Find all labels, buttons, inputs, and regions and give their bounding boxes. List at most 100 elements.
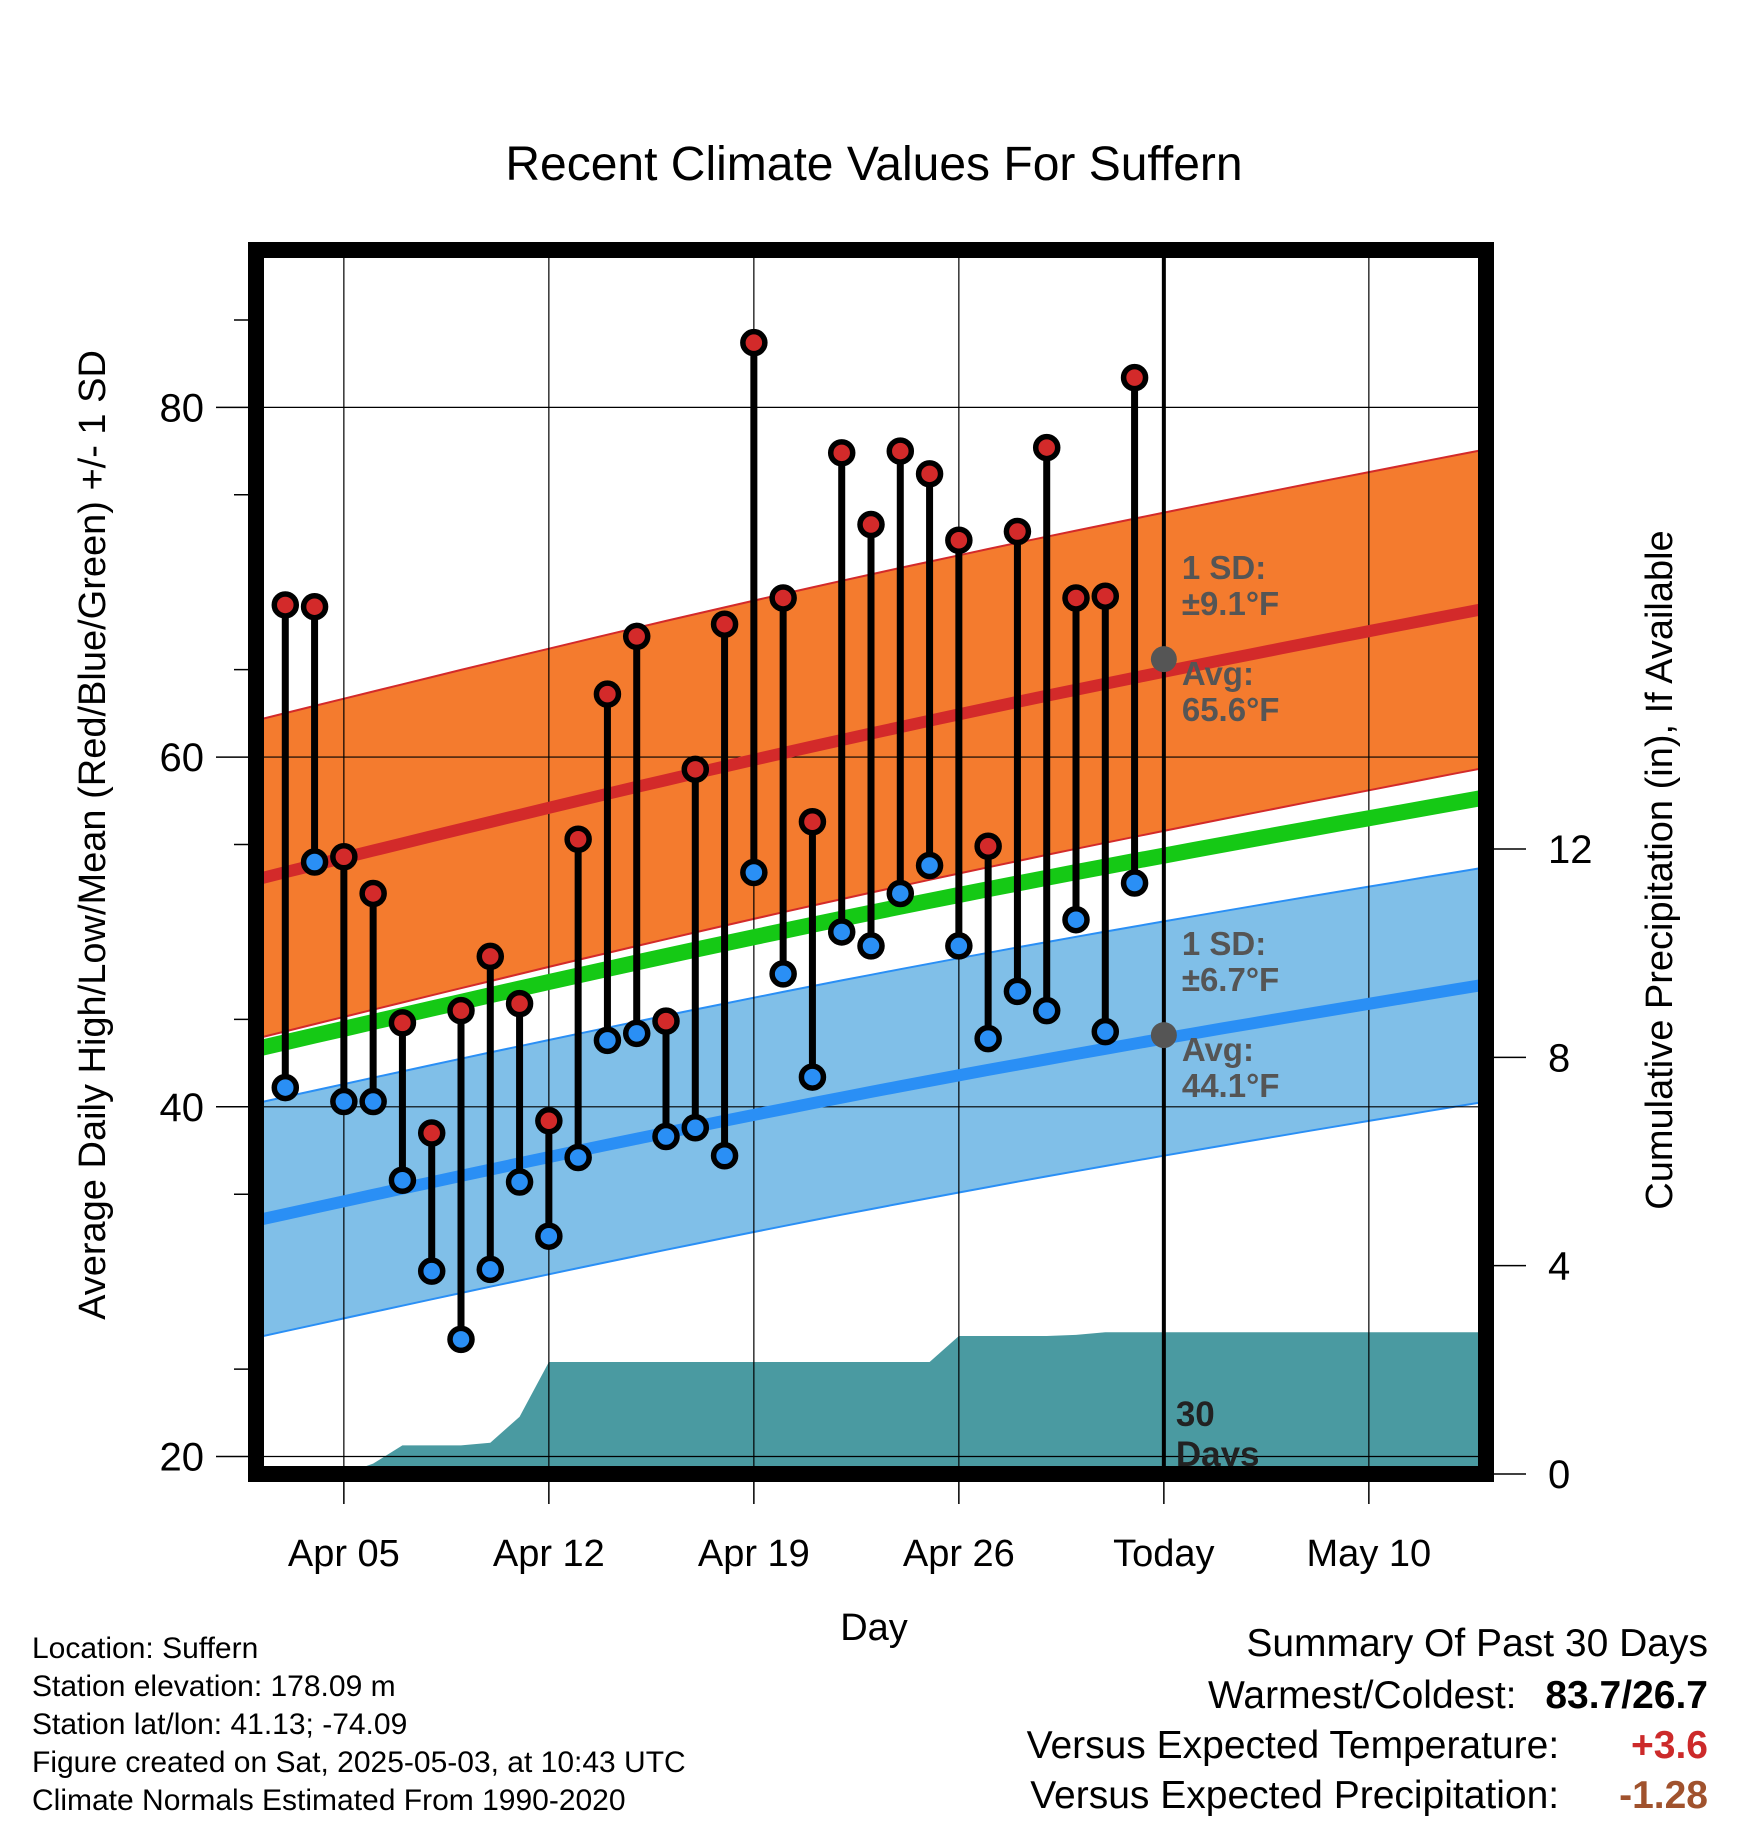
high-today-marker: [1150, 646, 1177, 673]
y2-tick-label: 8: [1548, 1036, 1570, 1080]
low-point: [535, 1222, 563, 1250]
summary-temp: Versus Expected Temperature: +3.6: [1027, 1724, 1708, 1768]
x-tick-label: May 10: [1307, 1533, 1432, 1575]
high-point: [681, 755, 710, 784]
high-point: [359, 879, 387, 908]
precip-value: -1.28: [1619, 1774, 1708, 1817]
high-point: [1062, 584, 1090, 612]
low-point: [1032, 996, 1061, 1025]
low-point: [476, 1255, 505, 1284]
high-point: [886, 437, 915, 465]
high-point: [564, 825, 592, 854]
high-point: [1091, 582, 1120, 610]
low-sd-annotation: ±6.7°F: [1182, 961, 1279, 998]
low-point: [505, 1168, 534, 1196]
low-avg-annotation: 44.1°F: [1182, 1067, 1280, 1104]
low-point: [564, 1143, 592, 1172]
y-tick-label: 80: [160, 386, 205, 430]
high-point: [417, 1119, 446, 1147]
low-point: [330, 1087, 358, 1116]
low-point: [447, 1325, 475, 1354]
low-sd-annotation: 1 SD:: [1182, 925, 1266, 962]
high-point: [476, 942, 505, 971]
low-sd-band: [256, 867, 1486, 1338]
high-point: [271, 591, 300, 619]
normals-period-text: Climate Normals Estimated From 1990-2020: [32, 1784, 626, 1817]
chart-title: Recent Climate Values For Suffern: [505, 138, 1242, 191]
low-point: [1091, 1017, 1120, 1046]
temp-value: +3.6: [1631, 1724, 1708, 1767]
warm-cold-label: Warmest/Coldest:: [1208, 1674, 1517, 1717]
x-tick-label: Apr 05: [288, 1533, 400, 1575]
latlon-text: Station lat/lon: 41.13; -74.09: [32, 1708, 408, 1741]
low-point: [622, 1019, 651, 1048]
high-point: [622, 622, 651, 651]
y-tick-label: 20: [160, 1436, 205, 1480]
high-avg-annotation: Avg:: [1182, 655, 1254, 692]
temp-label: Versus Expected Temperature:: [1026, 1724, 1560, 1767]
high-point: [945, 526, 973, 555]
low-point: [974, 1024, 1002, 1053]
low-point: [1062, 905, 1090, 934]
axes: 20 40 60 80 0 4 8 12 Apr 05 Apr 12 Apr 19 Apr 26 Tod…: [160, 242, 1593, 1575]
low-point: [769, 960, 797, 988]
precipitation-area: [256, 1332, 1486, 1474]
high-point: [915, 460, 944, 488]
y2-axis-label: Cumulative Precipitation (in), If Availa…: [1639, 530, 1681, 1209]
today-window-label: 30: [1176, 1395, 1215, 1434]
low-point: [886, 879, 915, 908]
warm-cold-value: 83.7/26.7: [1545, 1674, 1708, 1717]
low-point: [740, 858, 768, 887]
location-text: Location: Suffern: [32, 1632, 259, 1665]
low-point: [359, 1087, 387, 1116]
high-point: [505, 989, 534, 1018]
x-tick-label: Apr 19: [698, 1533, 810, 1575]
low-point: [1120, 869, 1149, 897]
high-sd-annotation: ±9.1°F: [1182, 585, 1279, 622]
plot-frame: [248, 242, 1494, 1482]
high-point: [388, 1009, 417, 1037]
high-point: [535, 1107, 563, 1135]
summary-precip: Versus Expected Precipitation: -1.28: [1030, 1774, 1708, 1818]
high-point: [447, 996, 475, 1025]
x-tick-label: Apr 26: [903, 1533, 1015, 1575]
y2-tick-label: 0: [1548, 1453, 1570, 1497]
low-point: [652, 1122, 680, 1151]
x-axis-label: Day: [840, 1607, 908, 1649]
low-point: [388, 1166, 417, 1194]
high-point: [827, 439, 856, 467]
low-point: [417, 1257, 446, 1285]
high-point: [710, 610, 739, 638]
summary-warm-cold: Warmest/Coldest: 83.7/26.7: [1208, 1674, 1708, 1718]
x-tick-label: Today: [1113, 1533, 1214, 1575]
low-point: [857, 932, 885, 960]
low-point: [827, 918, 856, 946]
elevation-text: Station elevation: 178.09 m: [32, 1670, 396, 1703]
y2-tick-label: 4: [1548, 1245, 1570, 1289]
high-avg-annotation: 65.6°F: [1182, 691, 1280, 728]
high-point: [330, 843, 358, 871]
x-tick-label: Apr 12: [493, 1533, 605, 1575]
created-text: Figure created on Sat, 2025-05-03, at 10…: [32, 1746, 686, 1779]
low-point: [1003, 977, 1032, 1006]
low-point: [915, 851, 944, 880]
high-point: [974, 832, 1002, 861]
high-point: [652, 1007, 680, 1035]
low-point: [593, 1026, 622, 1055]
y-axis-label: Average Daily High/Low/Mean (Red/Blue/Gr…: [72, 350, 114, 1320]
low-point: [271, 1073, 300, 1102]
low-point: [300, 848, 329, 876]
high-point: [798, 808, 827, 836]
high-sd-annotation: 1 SD:: [1182, 549, 1266, 586]
high-point: [740, 328, 768, 357]
high-point: [769, 584, 797, 612]
high-point: [300, 592, 329, 621]
high-point: [857, 510, 885, 539]
low-point: [710, 1142, 739, 1170]
high-point: [1003, 517, 1032, 546]
low-point: [681, 1114, 710, 1142]
low-point: [798, 1063, 827, 1091]
low-point: [945, 932, 973, 960]
